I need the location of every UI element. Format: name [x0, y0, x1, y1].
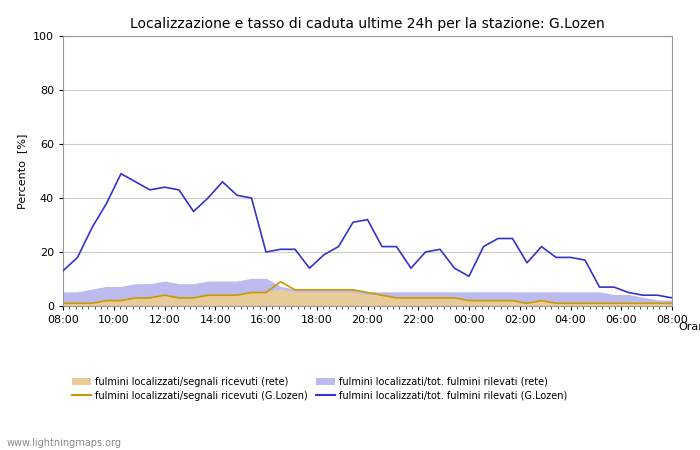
Y-axis label: Percento  [%]: Percento [%]: [18, 133, 27, 209]
Text: www.lightningmaps.org: www.lightningmaps.org: [7, 438, 122, 448]
Title: Localizzazione e tasso di caduta ultime 24h per la stazione: G.Lozen: Localizzazione e tasso di caduta ultime …: [130, 17, 605, 31]
Legend: fulmini localizzati/segnali ricevuti (rete), fulmini localizzati/segnali ricevut: fulmini localizzati/segnali ricevuti (re…: [68, 373, 571, 405]
Text: Orario: Orario: [678, 322, 700, 332]
